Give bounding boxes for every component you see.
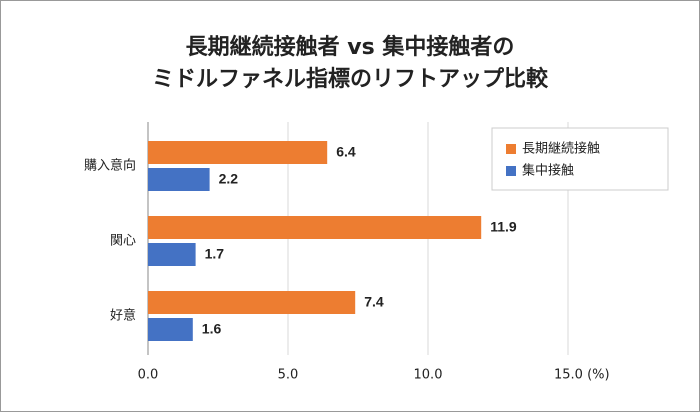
value-label: 1.6 xyxy=(202,321,222,337)
bar xyxy=(148,168,210,191)
legend-label: 長期継続接触 xyxy=(522,141,600,157)
y-tick-label: 関心 xyxy=(110,234,136,249)
bar xyxy=(148,243,196,266)
chart-title: 長期継続接触者 vs 集中接触者の xyxy=(186,34,515,60)
x-tick-label: 10.0 xyxy=(414,368,443,383)
value-label: 2.2 xyxy=(219,171,239,187)
legend-swatch xyxy=(506,144,516,154)
x-tick-label: 5.0 xyxy=(278,368,299,383)
x-tick-label: 0.0 xyxy=(138,368,159,383)
bar xyxy=(148,216,482,239)
bar xyxy=(148,318,193,341)
x-tick-label: 15.0 (%) xyxy=(554,368,610,383)
value-label: 11.9 xyxy=(490,219,517,235)
legend-swatch xyxy=(506,166,516,176)
chart-subtitle: ミドルファネル指標のリフトアップ比較 xyxy=(152,66,549,92)
y-tick-label: 購入意向 xyxy=(84,158,136,174)
legend-box xyxy=(491,127,669,191)
value-label: 6.4 xyxy=(336,144,356,160)
bar xyxy=(148,291,356,314)
legend-label: 集中接触 xyxy=(522,163,574,179)
bar xyxy=(148,141,328,164)
y-tick-label: 好意 xyxy=(110,308,136,324)
value-label: 7.4 xyxy=(364,294,384,310)
value-label: 1.7 xyxy=(205,246,225,262)
